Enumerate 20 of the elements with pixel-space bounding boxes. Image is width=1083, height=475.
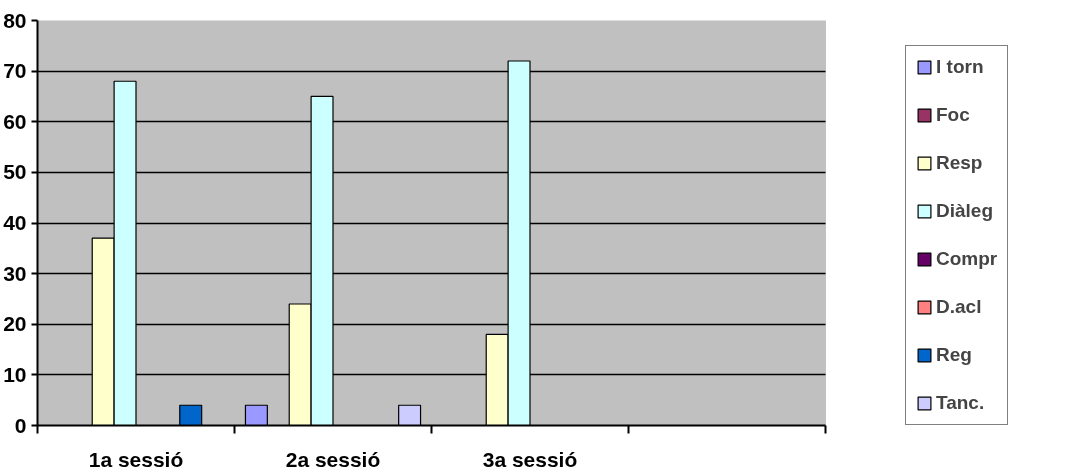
legend-label: Diàleg [936, 200, 994, 222]
x-tick-label: 3a sessió [482, 447, 578, 471]
y-tick-label: 10 [3, 362, 27, 386]
legend-label: D.acl [936, 296, 982, 318]
legend-label: Compr [936, 248, 998, 270]
legend-label: Foc [936, 104, 970, 126]
y-tick-label: 30 [3, 261, 27, 285]
x-tick-label: 2a sessió [285, 447, 381, 471]
x-tick-label: 1a sessió [88, 447, 184, 471]
legend-label: Tanc. [936, 392, 985, 414]
y-tick-label: 40 [3, 211, 27, 234]
legend-label: Resp [936, 152, 983, 174]
y-tick-label: 80 [3, 8, 27, 32]
y-tick-label: 0 [14, 413, 27, 437]
y-tick-label: 50 [3, 160, 27, 184]
legend-label: Reg [936, 344, 972, 366]
y-tick-label: 60 [3, 109, 27, 133]
legend-label: I torn [936, 56, 984, 78]
y-tick-label: 20 [3, 312, 27, 336]
y-tick-label: 70 [3, 59, 27, 83]
